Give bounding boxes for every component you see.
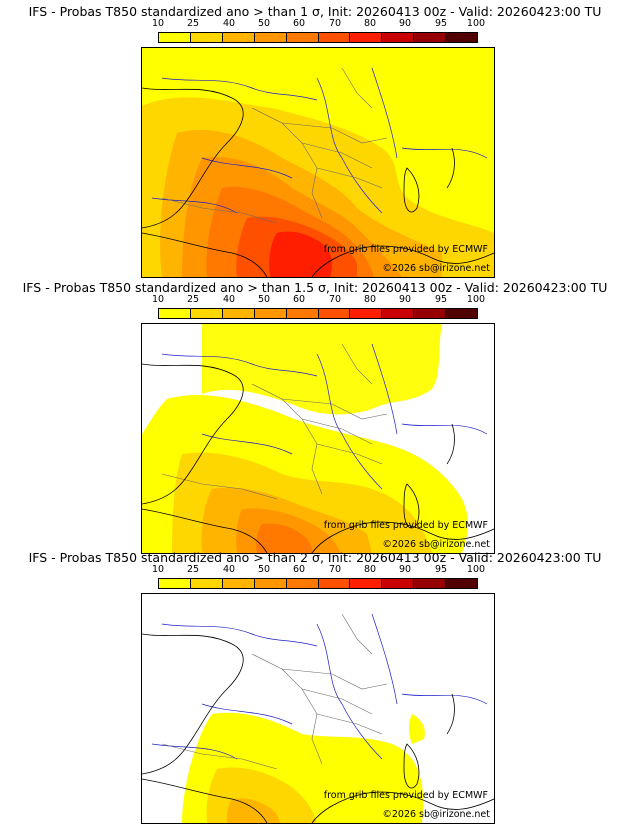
map-panel-3: IFS - Probas T850 standardized ano > tha… [0, 546, 630, 824]
tick-label: 80 [363, 564, 377, 575]
colorbar-ticks: 10 25 40 50 60 70 80 90 95 100 [152, 18, 485, 30]
tick-label: 100 [466, 294, 486, 305]
colorbar-swatch [190, 579, 223, 588]
colorbar [158, 32, 478, 43]
tick-label: 10 [151, 564, 165, 575]
colorbar-swatch [222, 33, 255, 42]
credit-text: from grib files provided by ECMWF [323, 244, 488, 255]
tick-label: 95 [434, 564, 448, 575]
map-panel-2: IFS - Probas T850 standardized ano > tha… [0, 276, 630, 554]
tick-label: 40 [222, 564, 236, 575]
tick-label: 40 [222, 18, 236, 29]
colorbar-swatch [318, 579, 351, 588]
tick-label: 70 [328, 294, 342, 305]
map-panel-1: IFS - Probas T850 standardized ano > tha… [0, 0, 630, 278]
credit-text: from grib files provided by ECMWF [323, 520, 488, 531]
panel-title: IFS - Probas T850 standardized ano > tha… [28, 550, 602, 565]
colorbar-swatch [286, 579, 319, 588]
colorbar-swatch [222, 309, 255, 318]
tick-label: 70 [328, 564, 342, 575]
probability-map: from grib files provided by ECMWF ©2026 … [141, 47, 495, 278]
probability-map: from grib files provided by ECMWF ©2026 … [141, 323, 495, 554]
tick-label: 25 [186, 18, 200, 29]
tick-label: 50 [257, 564, 271, 575]
tick-label: 10 [151, 294, 165, 305]
copyright-text: ©2026 sb@irizone.net [382, 809, 490, 820]
tick-label: 60 [292, 564, 306, 575]
colorbar-swatch [446, 579, 478, 588]
copyright-text: ©2026 sb@irizone.net [382, 263, 490, 274]
colorbar-swatch [286, 33, 319, 42]
colorbar-swatch [254, 33, 287, 42]
copyright-text: ©2026 sb@irizone.net [382, 539, 490, 550]
colorbar-swatch [446, 33, 478, 42]
colorbar-ticks: 10 25 40 50 60 70 80 90 95 100 [152, 294, 485, 306]
panel-title: IFS - Probas T850 standardized ano > tha… [22, 280, 608, 295]
colorbar-swatch [382, 579, 415, 588]
tick-label: 90 [398, 564, 412, 575]
tick-label: 40 [222, 294, 236, 305]
colorbar-swatch [286, 309, 319, 318]
tick-label: 25 [186, 564, 200, 575]
colorbar-swatch [318, 309, 351, 318]
colorbar-swatch [350, 579, 383, 588]
tick-label: 100 [466, 564, 486, 575]
colorbar [158, 578, 478, 589]
colorbar-swatch [159, 309, 191, 318]
tick-label: 90 [398, 294, 412, 305]
tick-label: 50 [257, 294, 271, 305]
probability-map: from grib files provided by ECMWF ©2026 … [141, 593, 495, 824]
tick-label: 95 [434, 294, 448, 305]
colorbar-swatch [382, 33, 415, 42]
colorbar-swatch [254, 579, 287, 588]
colorbar-swatch [159, 33, 191, 42]
tick-label: 80 [363, 18, 377, 29]
colorbar-swatch [190, 33, 223, 42]
colorbar-swatch [190, 309, 223, 318]
colorbar-swatch [159, 579, 191, 588]
colorbar-swatch [254, 309, 287, 318]
tick-label: 95 [434, 18, 448, 29]
credit-text: from grib files provided by ECMWF [323, 790, 488, 801]
colorbar-swatch [382, 309, 415, 318]
tick-label: 60 [292, 294, 306, 305]
panel-title: IFS - Probas T850 standardized ano > tha… [28, 4, 602, 19]
colorbar-swatch [446, 309, 478, 318]
colorbar [158, 308, 478, 319]
colorbar-ticks: 10 25 40 50 60 70 80 90 95 100 [152, 564, 485, 576]
tick-label: 10 [151, 18, 165, 29]
colorbar-swatch [318, 33, 351, 42]
colorbar-swatch [414, 309, 447, 318]
tick-label: 50 [257, 18, 271, 29]
tick-label: 100 [466, 18, 486, 29]
tick-label: 90 [398, 18, 412, 29]
tick-label: 60 [292, 18, 306, 29]
colorbar-swatch [350, 309, 383, 318]
colorbar-swatch [414, 33, 447, 42]
colorbar-swatch [222, 579, 255, 588]
tick-label: 25 [186, 294, 200, 305]
tick-label: 80 [363, 294, 377, 305]
colorbar-swatch [350, 33, 383, 42]
tick-label: 70 [328, 18, 342, 29]
colorbar-swatch [414, 579, 447, 588]
